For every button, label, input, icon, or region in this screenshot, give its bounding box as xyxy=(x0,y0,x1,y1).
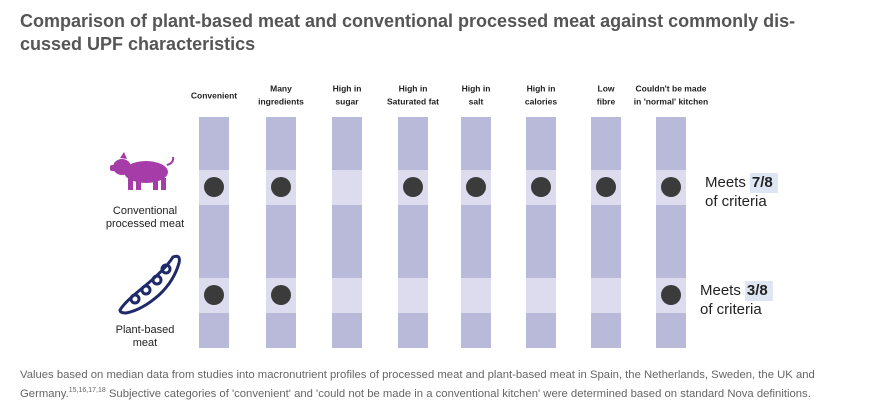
criterion-dot xyxy=(661,285,681,305)
column-label: ingredients xyxy=(258,96,304,106)
criterion-dot xyxy=(403,177,423,197)
footnote-text: Values based on median data from studies… xyxy=(20,369,815,400)
column-bar xyxy=(332,117,362,348)
column-bar xyxy=(656,117,686,348)
footnote-text: Subjective categories of 'convenient' an… xyxy=(105,387,811,400)
criterion-dot xyxy=(271,285,291,305)
column-label: in 'normal' kitchen xyxy=(634,96,708,106)
column-label: salt xyxy=(469,96,484,106)
pig-icon xyxy=(110,152,175,190)
criterion-dot xyxy=(596,177,616,197)
title: cussed UPF characteristics xyxy=(20,34,255,54)
column-label: Convenient xyxy=(191,90,237,100)
score-box xyxy=(744,281,773,301)
column-label: High in xyxy=(462,83,491,93)
column-label: Saturated fat xyxy=(387,96,439,106)
criterion-dot xyxy=(661,177,681,197)
row-label: Conventional xyxy=(113,205,177,217)
footnote: Values based on median data from studies… xyxy=(20,368,880,402)
meets-prefix: Meets xyxy=(705,174,746,191)
row-band xyxy=(591,278,621,313)
criterion-dot xyxy=(271,177,291,197)
criterion-dot xyxy=(531,177,551,197)
row-label: Plant-based xyxy=(116,324,175,336)
diagram: Comparison of plant-based meat and conve… xyxy=(20,11,795,349)
criterion-dot xyxy=(204,177,224,197)
row-band xyxy=(398,278,428,313)
column-label: Many xyxy=(270,83,292,93)
column-label: High in xyxy=(527,83,556,93)
row-band xyxy=(332,170,362,205)
row-label: meat xyxy=(133,337,157,349)
row-band xyxy=(332,278,362,313)
meets-prefix: Meets xyxy=(700,282,741,299)
pod-icon xyxy=(118,254,181,315)
meets-suffix: of criteria xyxy=(700,301,762,318)
footnote-refs: 15,16,17,18 xyxy=(68,387,106,394)
column-label: Couldn't be made xyxy=(636,83,707,93)
row-band xyxy=(461,278,491,313)
row-label: processed meat xyxy=(106,218,184,230)
row-band xyxy=(526,278,556,313)
meets-score: 7/8 xyxy=(752,174,773,191)
column-label: calories xyxy=(525,96,557,106)
column-label: Low xyxy=(598,83,615,93)
column-label: fibre xyxy=(597,96,616,106)
score-box xyxy=(749,173,778,193)
meets-score: 3/8 xyxy=(747,282,768,299)
meets-suffix: of criteria xyxy=(705,193,767,210)
criterion-dot xyxy=(204,285,224,305)
column-label: High in xyxy=(333,83,362,93)
column-bar xyxy=(266,117,296,348)
column-bar xyxy=(591,117,621,348)
column-label: sugar xyxy=(335,96,359,106)
column-label: High in xyxy=(399,83,428,93)
column-bar xyxy=(461,117,491,348)
criterion-dot xyxy=(466,177,486,197)
column-bar xyxy=(398,117,428,348)
column-bar xyxy=(526,117,556,348)
column-bar xyxy=(199,117,229,348)
title: Comparison of plant-based meat and conve… xyxy=(20,11,795,31)
